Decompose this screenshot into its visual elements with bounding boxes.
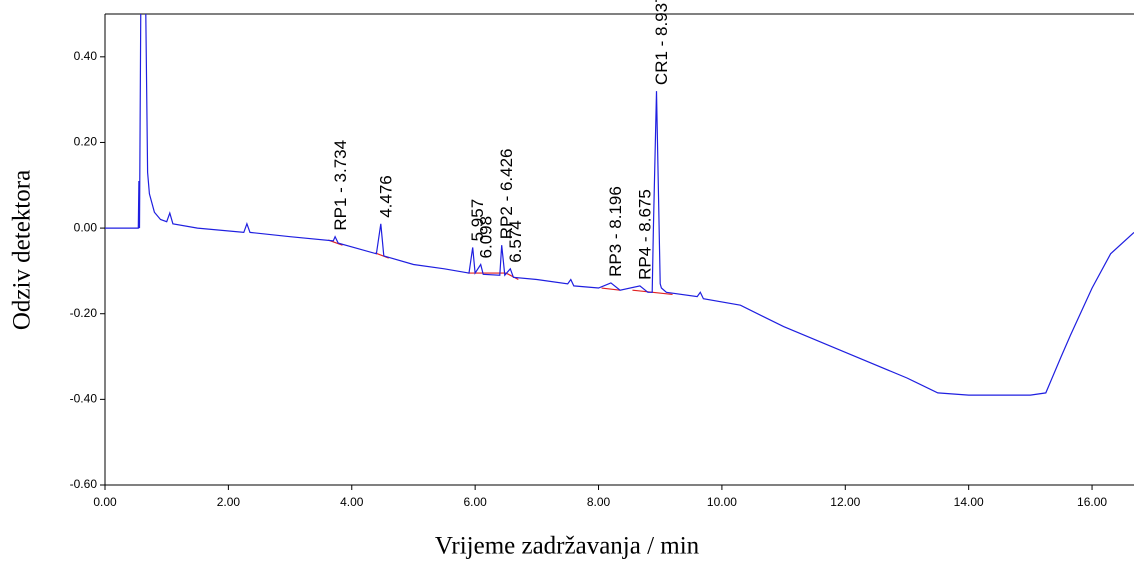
x-tick-label: 8.00 <box>587 495 611 509</box>
y-axis-label: Odziv detektora <box>9 170 36 330</box>
trace-line <box>105 14 1134 396</box>
y-tick-label: -0.60 <box>70 477 98 491</box>
peak-label: CR1 - 8.937 <box>652 0 671 85</box>
x-tick-label: 4.00 <box>340 495 364 509</box>
peak-label: RP1 - 3.734 <box>331 140 350 231</box>
y-tick-label: -0.40 <box>70 392 98 406</box>
y-tick-label: -0.20 <box>70 306 98 320</box>
y-tick-label: 0.20 <box>74 135 98 149</box>
x-axis-label: Vrijeme zadržavanja / min <box>435 533 700 560</box>
y-tick-label: 0.40 <box>74 49 98 63</box>
integration-baseline <box>505 272 519 281</box>
x-tick-label: 12.00 <box>830 495 860 509</box>
integration-baseline <box>601 287 621 291</box>
x-tick-label: 10.00 <box>707 495 737 509</box>
peak-label: RP4 - 8.675 <box>636 189 655 280</box>
x-tick-label: 14.00 <box>954 495 984 509</box>
x-tick-label: 6.00 <box>463 495 487 509</box>
x-tick-label: 16.00 <box>1077 495 1107 509</box>
x-tick-label: 2.00 <box>217 495 241 509</box>
x-tick-label: 0.00 <box>93 495 117 509</box>
peak-label: RP2 - 6.426 <box>497 148 516 239</box>
peak-label: 6.098 <box>477 216 496 259</box>
peak-label: 6.574 <box>506 220 525 263</box>
peak-label: 4.476 <box>377 175 396 218</box>
peak-label: 5.957 <box>468 199 487 242</box>
y-tick-label: 0.00 <box>74 220 98 234</box>
peak-label: RP3 - 8.196 <box>606 186 625 277</box>
